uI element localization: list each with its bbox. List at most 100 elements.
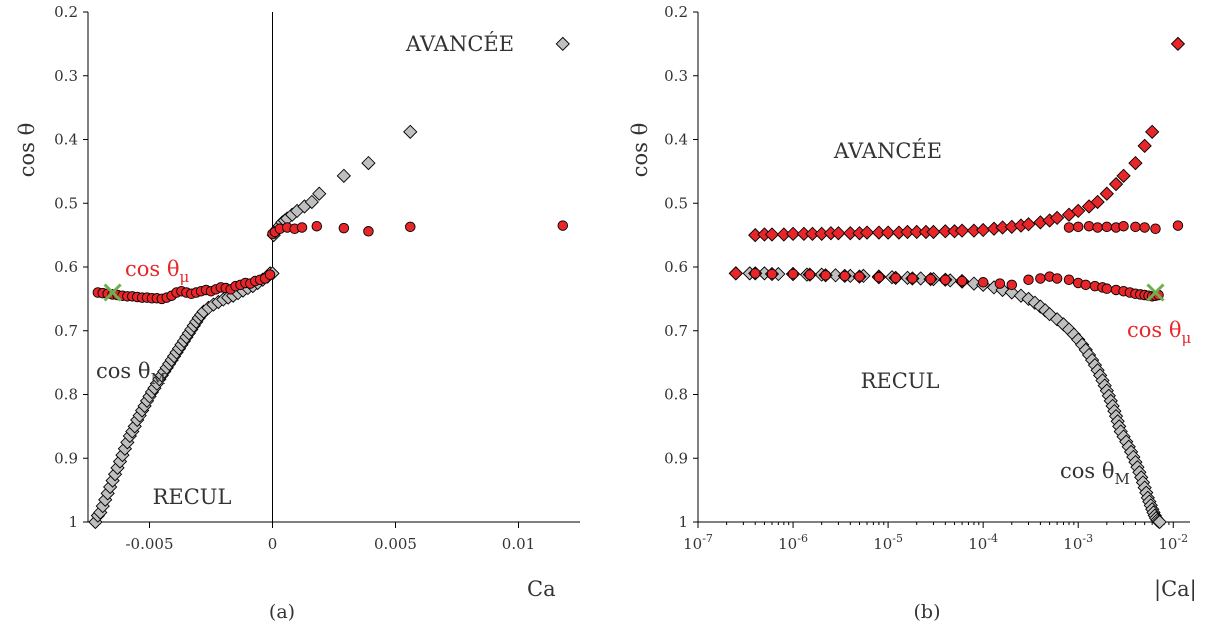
data-point (728, 266, 743, 281)
y-tick-label: 0.6 (54, 258, 78, 276)
data-point (1080, 279, 1091, 291)
y-tick-label: 0.2 (664, 3, 688, 21)
data-point (804, 269, 816, 280)
x-tick-label: 0.005 (374, 535, 417, 553)
data-point (311, 220, 323, 232)
data-point (1051, 273, 1063, 284)
series-annotation: cos θμ (125, 257, 190, 286)
data-point (1063, 274, 1075, 286)
y-tick-label: 0.8 (54, 386, 78, 404)
data-point (785, 226, 801, 241)
data-point (1072, 221, 1084, 233)
cross-marker (1146, 283, 1165, 302)
series-0 (88, 36, 570, 530)
data-point (1139, 222, 1150, 233)
data-point (787, 268, 799, 280)
data-point (994, 278, 1006, 289)
panel-caption: (b) (914, 601, 941, 623)
data-point (264, 269, 276, 280)
region-label: AVANCÉE (405, 32, 514, 56)
y-tick-label: 1 (68, 513, 78, 531)
series-4 (1146, 283, 1165, 302)
data-point (1108, 176, 1124, 192)
data-point (1049, 210, 1065, 226)
data-point (1116, 168, 1131, 183)
data-point (880, 225, 896, 240)
data-point (749, 268, 761, 279)
y-tick-label: 0.6 (664, 258, 688, 276)
x-tick-label: 0 (268, 535, 278, 553)
data-point (1035, 273, 1046, 284)
y-axis-label: cos θ (628, 123, 652, 178)
data-point (1145, 124, 1160, 139)
data-point (1042, 307, 1057, 322)
data-point (1170, 36, 1186, 52)
data-point (1099, 186, 1114, 201)
region-label: AVANCÉE (833, 139, 942, 163)
data-point (1063, 222, 1075, 233)
y-tick-label: 0.3 (664, 67, 688, 85)
data-point (764, 227, 780, 242)
x-tick-label: 10-5 (873, 532, 903, 553)
data-point (296, 222, 308, 233)
data-point (926, 224, 941, 240)
series-2 (103, 283, 122, 302)
y-tick-label: 0.5 (664, 194, 688, 212)
series-annotation: cos θμ (1127, 318, 1192, 347)
data-point (956, 275, 968, 287)
data-point (1006, 279, 1018, 291)
data-point (1101, 221, 1113, 233)
x-tick-label: 0.01 (502, 535, 535, 553)
y-tick-label: 0.9 (664, 449, 688, 467)
x-tick-label: 10-4 (968, 532, 998, 553)
series-annotation: cos θM (96, 359, 166, 388)
series-1 (92, 220, 569, 305)
series-annotation: cos θM (1060, 459, 1130, 488)
data-point (304, 194, 319, 210)
data-point (828, 268, 843, 283)
data-point (766, 268, 778, 280)
data-point (1130, 221, 1141, 233)
data-point (1137, 138, 1152, 154)
y-tick-label: 0.8 (664, 386, 688, 404)
data-point (336, 168, 351, 183)
x-tick-label: 10-2 (1158, 532, 1188, 553)
y-axis-label: cos θ (15, 123, 39, 178)
region-label: RECUL (153, 485, 232, 509)
data-point (1023, 274, 1034, 286)
data-point (1118, 220, 1129, 232)
x-tick-label: 10-7 (683, 532, 713, 553)
data-point (940, 274, 951, 286)
y-tick-label: 0.9 (54, 449, 78, 467)
y-tick-label: 1 (678, 513, 688, 531)
y-tick-label: 0.4 (664, 131, 688, 149)
data-point (363, 226, 374, 237)
data-point (1092, 222, 1103, 233)
data-point (820, 270, 831, 281)
data-point (977, 277, 989, 288)
panel-caption: (a) (269, 601, 295, 623)
y-tick-label: 0.3 (54, 67, 78, 85)
y-tick-label: 0.4 (54, 131, 78, 149)
data-point (831, 226, 846, 241)
data-point (839, 270, 851, 282)
data-point (873, 271, 885, 283)
data-point (859, 225, 875, 240)
y-tick-label: 0.5 (54, 194, 78, 212)
y-tick-label: 0.7 (664, 322, 688, 340)
y-tick-label: 0.7 (54, 322, 78, 340)
region-label: RECUL (861, 369, 940, 393)
y-tick-label: 0.2 (54, 3, 78, 21)
x-axis-label: Ca (527, 577, 556, 601)
data-point (1090, 194, 1105, 210)
data-point (312, 186, 327, 201)
data-point (1071, 203, 1086, 219)
data-point (1152, 514, 1167, 530)
data-point (1150, 223, 1161, 234)
data-point (338, 222, 350, 234)
data-point (557, 220, 569, 231)
data-point (555, 36, 570, 52)
data-point (854, 271, 865, 282)
panel-b: 0.2 0.3 0.4 0.5 0.6 0.7 0.8 0.9 110-7 10-6 10-5 10-… (628, 3, 1197, 623)
